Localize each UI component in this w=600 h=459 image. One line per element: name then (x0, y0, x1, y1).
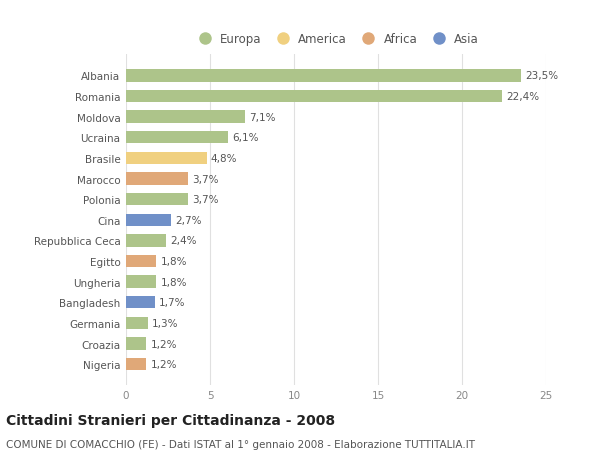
Text: 6,1%: 6,1% (233, 133, 259, 143)
Bar (126, 358, 146, 370)
Text: 1,8%: 1,8% (160, 257, 187, 267)
Text: 1,2%: 1,2% (151, 359, 177, 369)
Legend: Europa, America, Africa, Asia: Europa, America, Africa, Asia (188, 28, 484, 50)
Text: 2,7%: 2,7% (176, 215, 202, 225)
Bar (126, 91, 502, 103)
Bar (126, 70, 521, 83)
Text: 3,7%: 3,7% (193, 174, 219, 184)
Bar (126, 276, 156, 288)
Bar (126, 194, 188, 206)
Bar (126, 297, 155, 309)
Bar (126, 255, 156, 268)
Text: 22,4%: 22,4% (506, 92, 539, 102)
Bar (126, 235, 166, 247)
Text: COMUNE DI COMACCHIO (FE) - Dati ISTAT al 1° gennaio 2008 - Elaborazione TUTTITAL: COMUNE DI COMACCHIO (FE) - Dati ISTAT al… (6, 440, 475, 449)
Text: 23,5%: 23,5% (525, 71, 558, 81)
Bar (126, 132, 229, 144)
Text: 1,8%: 1,8% (160, 277, 187, 287)
Text: 7,1%: 7,1% (250, 112, 276, 123)
Text: 1,3%: 1,3% (152, 318, 179, 328)
Text: 4,8%: 4,8% (211, 154, 238, 163)
Text: Cittadini Stranieri per Cittadinanza - 2008: Cittadini Stranieri per Cittadinanza - 2… (6, 414, 335, 428)
Bar (126, 152, 206, 165)
Text: 1,7%: 1,7% (159, 297, 185, 308)
Bar (126, 338, 146, 350)
Text: 3,7%: 3,7% (193, 195, 219, 205)
Bar (126, 214, 172, 226)
Bar (126, 173, 188, 185)
Text: 1,2%: 1,2% (151, 339, 177, 349)
Bar (126, 111, 245, 123)
Text: 2,4%: 2,4% (170, 236, 197, 246)
Bar (126, 317, 148, 330)
